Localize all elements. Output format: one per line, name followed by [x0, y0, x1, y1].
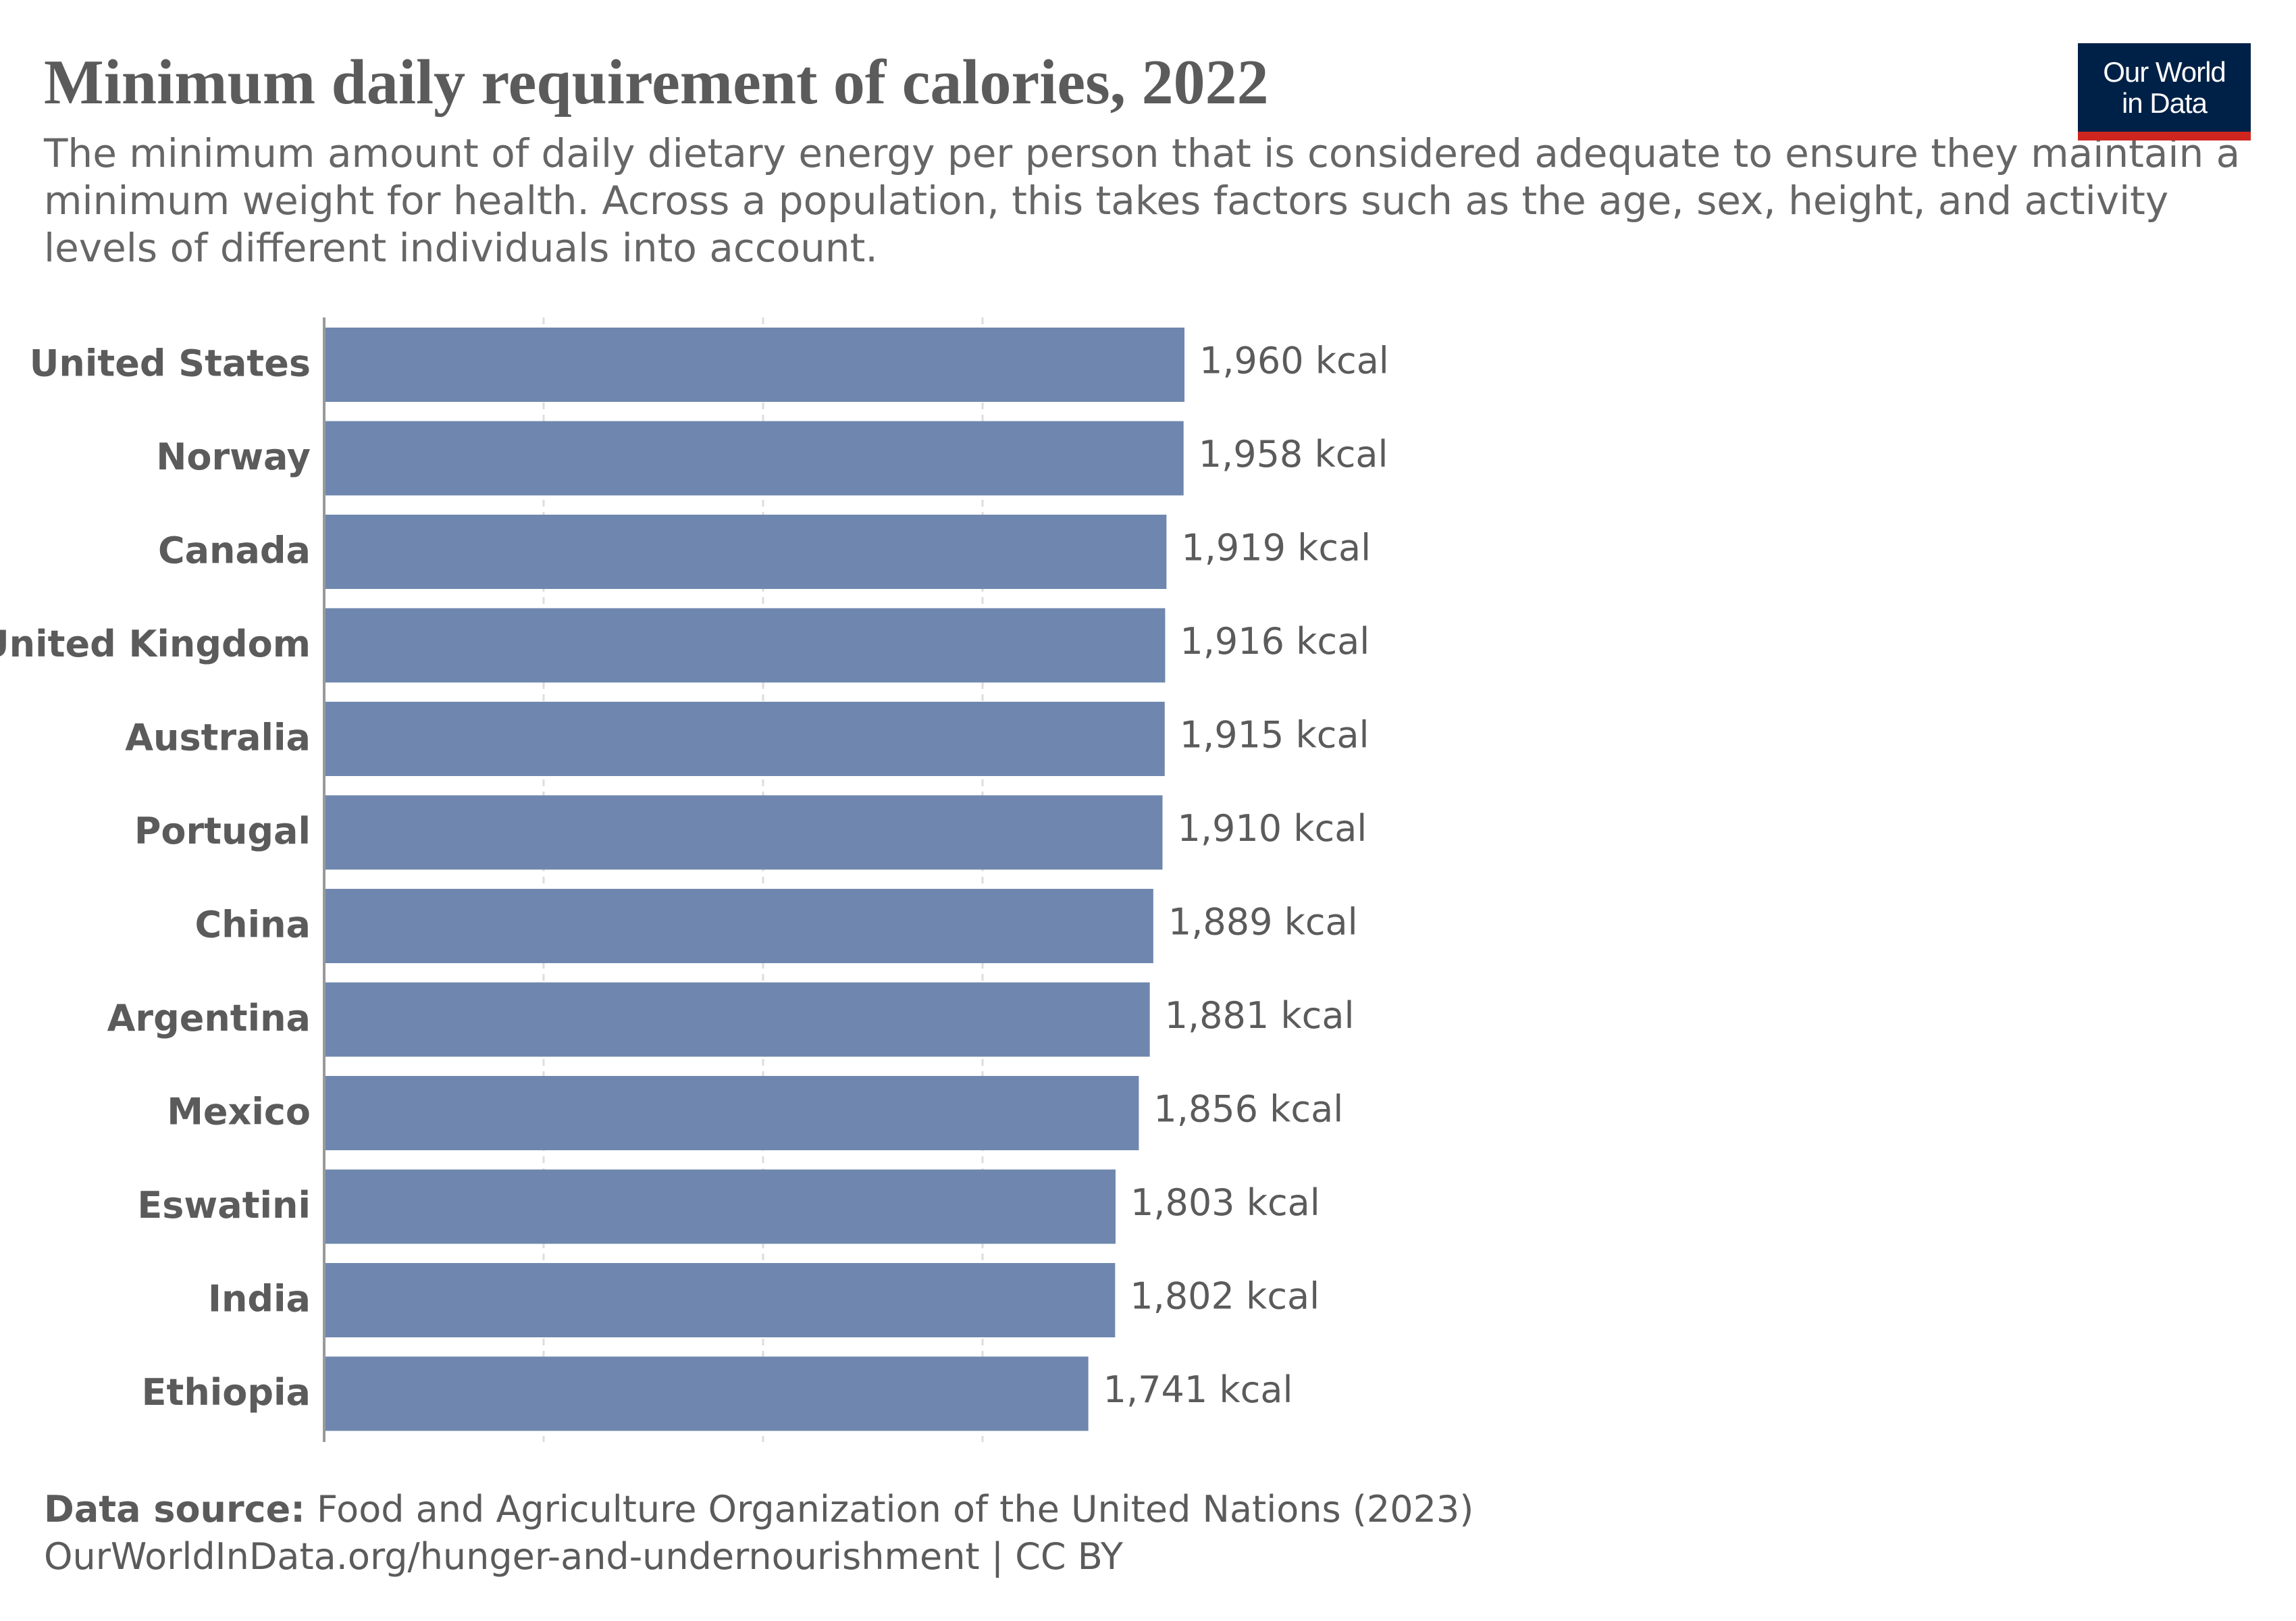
value-label: 1,958 kcal	[1199, 433, 1388, 475]
bar-6	[324, 889, 1153, 963]
bar-9	[324, 1169, 1116, 1244]
value-label: 1,741 kcal	[1103, 1368, 1293, 1411]
category-label: Ethiopia	[142, 1371, 311, 1414]
url-license[interactable]: OurWorldInData.org/hunger-and-undernouri…	[44, 1535, 1123, 1578]
chart-title: Minimum daily requirement of calories, 2…	[44, 47, 1269, 118]
bar-5	[324, 795, 1163, 870]
value-label: 1,916 kcal	[1180, 620, 1369, 663]
value-label: 1,960 kcal	[1199, 340, 1389, 382]
logo-line-2: in Data	[2121, 86, 2208, 119]
bar-4	[324, 702, 1165, 776]
value-label: 1,803 kcal	[1130, 1181, 1320, 1224]
category-label: Mexico	[167, 1091, 311, 1133]
bar-3	[324, 608, 1166, 683]
category-label: United Kingdom	[0, 623, 311, 665]
value-label: 1,881 kcal	[1165, 994, 1355, 1037]
value-label: 1,919 kcal	[1181, 527, 1371, 569]
category-label: Norway	[156, 436, 311, 478]
bar-10	[324, 1263, 1116, 1337]
value-label: 1,889 kcal	[1168, 901, 1358, 944]
category-label: Eswatini	[137, 1184, 311, 1227]
bar-7	[324, 982, 1150, 1057]
bar-0	[324, 328, 1184, 402]
bar-2	[324, 515, 1167, 589]
value-label: 1,802 kcal	[1130, 1275, 1320, 1318]
category-label: Australia	[125, 717, 311, 759]
category-label: Portugal	[134, 810, 311, 852]
data-source-line: Data source: Food and Agriculture Organi…	[44, 1486, 1473, 1533]
logo-line-1: Our World	[2103, 55, 2226, 88]
category-label: China	[195, 904, 311, 946]
value-label: 1,915 kcal	[1180, 714, 1369, 756]
category-label: India	[208, 1278, 311, 1320]
bar-8	[324, 1076, 1139, 1150]
value-label: 1,856 kcal	[1153, 1088, 1343, 1131]
bars	[324, 328, 1184, 1431]
gridlines	[542, 317, 984, 1442]
category-label: Canada	[158, 530, 311, 572]
chart-footer: Data source: Food and Agriculture Organi…	[44, 1486, 1473, 1580]
owid-logo[interactable]: Our World in Data	[2078, 43, 2251, 140]
data-source-text: Food and Agriculture Organization of the…	[317, 1488, 1474, 1530]
bar-11	[324, 1356, 1089, 1431]
value-label: 1,910 kcal	[1178, 807, 1367, 850]
chart-subtitle: The minimum amount of daily dietary ener…	[44, 130, 2241, 271]
category-label: United States	[30, 342, 311, 385]
bar-1	[324, 421, 1184, 496]
category-label: Argentina	[107, 997, 311, 1039]
labels: United States 1,960 kcal Norway 1,958 kcal C…	[0, 340, 1389, 1414]
data-source-label: Data source:	[44, 1488, 305, 1530]
